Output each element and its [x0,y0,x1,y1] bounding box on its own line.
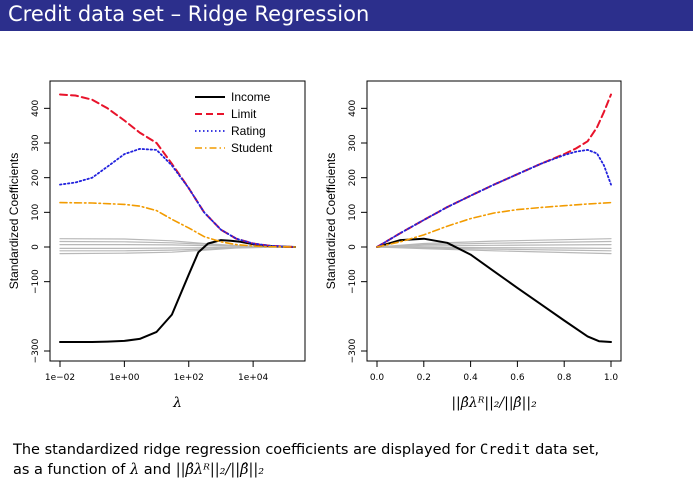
chart2-x-tick-label: 0.8 [557,373,572,383]
chart2-x-tick-label: 0.0 [370,373,385,383]
chart1-x-axis-label: λ [172,395,182,411]
chart2-series-student [376,201,612,248]
chart1-series-student [59,201,296,248]
chart2-y-tick-label: 100 [348,203,358,220]
chart1-legend-label-rating: Rating [231,124,266,138]
chart2-y-tick-label: −100 [348,269,358,294]
chart1-series-limit [59,93,296,248]
caption-text-2: data set, [530,442,600,458]
chart2-y-tick-label: 0 [348,244,358,250]
chart2-y-axis-label: Standardized Coefficients [324,153,338,290]
chart2-series-rating [376,149,612,248]
chart2-x-tick-label: 0.2 [417,373,431,383]
chart1-x-tick-label: 1e+00 [109,373,140,383]
chart1-series-rating [59,148,296,248]
chart1-y-tick-label: 0 [31,244,41,250]
chart2-x-tick-label: 1.0 [604,373,619,383]
chart2-y-tick-label: 300 [348,134,358,151]
slide-caption: The standardized ridge regression coeffi… [13,440,683,480]
chart1-plot-frame [49,80,306,362]
ridge-figure: 1e−02 1e+00 1e+02 1e+04 −300 −100 0 100 200 300 40… [7,80,622,411]
slide-title-bar: Credit data set – Ridge Regression [0,0,693,31]
caption-text-1: The standardized ridge regression coeffi… [13,442,480,458]
caption-code: Credit [479,442,531,458]
caption-text-3: as a function of [13,462,130,478]
chart2-series-other-3 [376,244,612,248]
chart2-series-other-1 [376,238,612,248]
chart1-x-tick-label: 1e+02 [174,373,204,383]
chart2-y-tick-label: 400 [348,99,358,116]
caption-lambda: λ [129,462,140,478]
chart2-y-tick-label: 200 [348,169,358,186]
chart1-y-tick-label: 200 [31,169,41,186]
chart1-x-tick-label: 1e−02 [45,373,75,383]
chart1-legend-label-limit: Limit [231,107,257,121]
chart1-series-income [59,239,296,343]
chart1-legend-label-income: Income [231,90,271,104]
chart2-series-other-6 [376,246,612,255]
chart1-y-tick-label: 100 [31,203,41,220]
chart2-x-tick-label: 0.4 [463,373,478,383]
chart1-y-axis-label: Standardized Coefficients [7,153,21,290]
chart2-series-limit [376,93,612,248]
caption-and: and [139,462,176,478]
chart1-y-tick-label: −100 [31,269,41,294]
chart2-x-axis-label: ||β̂λᴿ||₂/||β̂||₂ [451,395,537,411]
slide-title: Credit data set – Ridge Regression [8,2,370,26]
chart2-plot-frame [366,80,622,362]
chart1-y-tick-label: 300 [31,134,41,151]
caption-norm: ||β̂λᴿ||₂/||β̂||₂ [175,462,265,478]
chart1-y-tick-label: −300 [31,338,41,363]
chart2-series-other-2 [376,240,612,248]
chart1-y-tick-label: 400 [31,99,41,116]
chart1-x-tick-label: 1e+04 [238,373,269,383]
chart2-series-income [376,237,612,343]
chart2-x-tick-label: 0.6 [510,373,525,383]
chart1-legend-label-student: Student [231,141,273,155]
chart2-y-tick-label: −300 [348,338,358,363]
